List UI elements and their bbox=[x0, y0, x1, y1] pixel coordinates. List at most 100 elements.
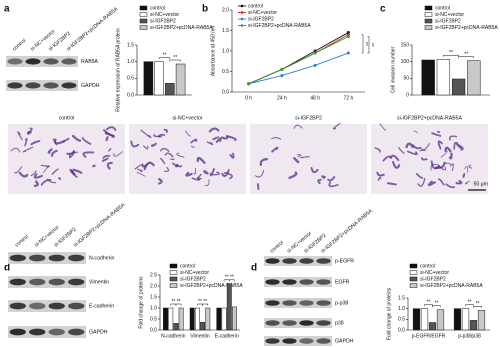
cell bbox=[185, 130, 192, 137]
x-tick-label: N-cadherin bbox=[161, 333, 186, 339]
band-label: GAPDH bbox=[335, 338, 354, 344]
cell bbox=[24, 138, 28, 147]
y-tick-label: 1.5 bbox=[127, 42, 134, 48]
legend-label: si-IGF2BP2 bbox=[248, 16, 274, 22]
cell bbox=[164, 152, 174, 158]
blot-band bbox=[7, 82, 23, 89]
cell bbox=[163, 128, 168, 133]
micrograph bbox=[250, 124, 367, 194]
panel-label: a bbox=[4, 4, 10, 15]
point bbox=[346, 35, 350, 39]
micrograph bbox=[371, 124, 488, 194]
blot-band bbox=[282, 320, 297, 326]
cell bbox=[440, 150, 448, 158]
cell bbox=[10, 147, 21, 153]
cell bbox=[175, 163, 179, 168]
cell bbox=[377, 176, 382, 181]
blot-band bbox=[265, 320, 280, 326]
y-tick-label: 1.0 bbox=[398, 306, 405, 312]
x-tick-label: 24 h bbox=[277, 95, 287, 101]
cell bbox=[376, 171, 385, 177]
panel-label: d bbox=[4, 263, 10, 274]
legend-swatch bbox=[409, 263, 418, 269]
cell bbox=[208, 127, 220, 133]
blot-band bbox=[282, 300, 297, 306]
cell bbox=[203, 170, 209, 175]
blot-band bbox=[68, 278, 85, 286]
cell bbox=[464, 180, 470, 185]
blot-band bbox=[68, 302, 85, 310]
panel-label: d bbox=[251, 263, 257, 274]
legend-swatch bbox=[409, 270, 418, 275]
blot-strip bbox=[264, 256, 332, 266]
legend-label: si-IGF2BP2 bbox=[180, 276, 206, 282]
lane-label: si-IGF2BP2+pcDNA-RAB5A bbox=[66, 6, 120, 53]
micrograph-label: control bbox=[59, 115, 75, 121]
significance: ** bbox=[464, 51, 468, 57]
lane-label: control bbox=[14, 234, 30, 249]
bar bbox=[200, 322, 206, 331]
legend-swatch bbox=[139, 25, 148, 30]
y-tick-label: 0.5 bbox=[222, 69, 229, 75]
lane-label: control bbox=[12, 38, 28, 53]
cell bbox=[172, 162, 183, 168]
y-axis-label: Cell invasion number bbox=[390, 46, 396, 93]
cell bbox=[455, 141, 463, 150]
cell bbox=[106, 126, 117, 131]
blot-band bbox=[48, 278, 65, 286]
cell bbox=[130, 140, 140, 148]
cell bbox=[436, 163, 447, 171]
blot-strip bbox=[8, 300, 86, 312]
legend-label: control bbox=[248, 3, 263, 9]
cell bbox=[437, 178, 445, 186]
blot-band bbox=[316, 338, 331, 344]
blot-band bbox=[29, 278, 46, 286]
point bbox=[313, 51, 317, 55]
cell bbox=[27, 131, 32, 135]
blot-band bbox=[68, 254, 85, 262]
cell bbox=[40, 178, 52, 186]
cell bbox=[453, 142, 457, 150]
significance: ** bbox=[427, 299, 431, 305]
cell bbox=[259, 157, 269, 166]
cell bbox=[288, 171, 298, 180]
blot-band bbox=[61, 82, 77, 89]
y-tick-label: 0.5 bbox=[150, 316, 157, 322]
cell bbox=[51, 168, 59, 175]
panel-label: b bbox=[202, 4, 208, 15]
cell bbox=[391, 160, 401, 169]
cell bbox=[191, 145, 195, 148]
x-tick-label: p-EGFR/EGFR bbox=[412, 333, 446, 339]
cell bbox=[293, 124, 303, 129]
significance: ** bbox=[225, 275, 229, 281]
cell bbox=[92, 164, 96, 168]
cell bbox=[417, 177, 426, 187]
cell bbox=[47, 148, 53, 154]
significance-bracket bbox=[158, 57, 171, 60]
bar bbox=[467, 60, 481, 96]
legend-swatch bbox=[424, 18, 433, 24]
legend-label: si-NC+vector bbox=[435, 12, 464, 18]
significance: ** bbox=[163, 52, 167, 58]
blot-strip bbox=[6, 80, 78, 91]
y-tick-label: 0.0 bbox=[222, 89, 229, 95]
y-axis-label: Absorbance at 450 nm bbox=[210, 26, 216, 76]
y-axis-label: Relative expression of RAB5A protein bbox=[115, 28, 121, 112]
y-tick-label: 1.0 bbox=[150, 305, 157, 311]
y-tick-label: 0 bbox=[406, 92, 409, 98]
bar bbox=[451, 78, 466, 96]
blot-band bbox=[7, 58, 23, 65]
legend-label: si-IGF2BP2+pcDNA-RAB5A bbox=[248, 23, 311, 29]
y-tick-label: 0.0 bbox=[150, 327, 157, 333]
cell bbox=[406, 150, 418, 156]
bar bbox=[205, 307, 211, 331]
cell bbox=[434, 162, 446, 169]
legend-swatch bbox=[424, 25, 433, 30]
cell bbox=[62, 137, 70, 143]
micrograph-label: si-IGF2BP2+pcDNA-RAB5A bbox=[397, 115, 463, 121]
significance: ** bbox=[476, 301, 480, 307]
blot-band bbox=[282, 338, 297, 344]
cell bbox=[46, 178, 57, 184]
cell bbox=[209, 168, 215, 177]
bar bbox=[221, 307, 227, 331]
